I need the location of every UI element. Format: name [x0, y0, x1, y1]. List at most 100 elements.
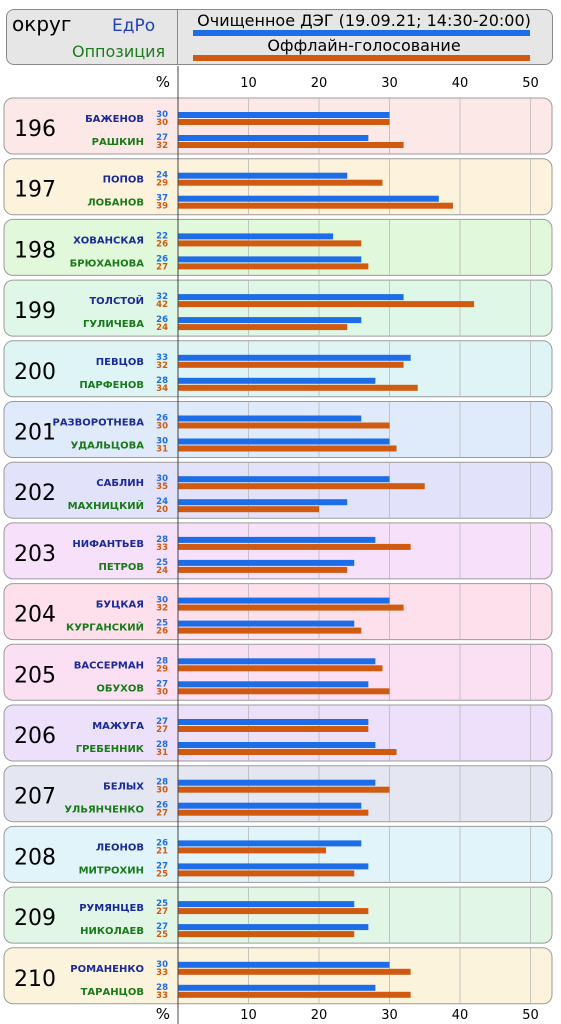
- offline-bar: [178, 991, 411, 998]
- online-value-label: 30: [156, 437, 168, 447]
- offline-value-label: 35: [156, 482, 168, 492]
- online-bar: [178, 658, 376, 665]
- online-value-label: 28: [156, 778, 168, 788]
- online-bar: [178, 172, 348, 179]
- party-label: ЕдРо: [112, 16, 156, 36]
- offline-value-label: 30: [156, 687, 168, 697]
- candidate-name: ГРЕБЕННИК: [76, 744, 145, 755]
- offline-bar: [178, 908, 369, 915]
- online-bar: [178, 317, 362, 324]
- offline-bar: [178, 688, 390, 695]
- online-bar: [178, 984, 376, 991]
- offline-bar: [178, 506, 319, 513]
- offline-value-label: 29: [156, 664, 168, 674]
- candidate-name: КУРГАНСКИЙ: [66, 621, 144, 634]
- online-bar: [178, 719, 369, 725]
- offline-bar: [178, 543, 411, 550]
- district-number: 207: [14, 785, 56, 810]
- offline-value-label: 26: [156, 239, 168, 249]
- x-tick-label-bottom: 50: [522, 1008, 539, 1023]
- online-bar: [178, 681, 369, 688]
- district-panel: [3, 340, 553, 398]
- x-tick-label-bottom: 10: [240, 1008, 257, 1023]
- online-bar: [178, 294, 404, 301]
- offline-value-label: 25: [156, 869, 168, 879]
- candidate-name: МАХНИЦКИЙ: [68, 499, 144, 512]
- offline-bar: [178, 119, 390, 125]
- district-column-label: округ: [12, 12, 72, 36]
- online-bar: [178, 377, 376, 384]
- district-panel: [3, 704, 553, 762]
- candidate-name: ВАССЕРМАН: [74, 660, 144, 671]
- x-tick-label-top: 30: [381, 76, 398, 91]
- candidate-name: УДАЛЬЦОВА: [71, 441, 145, 452]
- opposition-label: Оппозиция: [72, 42, 166, 61]
- offline-bar: [178, 240, 362, 247]
- offline-value-label: 33: [156, 968, 168, 978]
- candidate-name: ЛОБАНОВ: [87, 198, 144, 209]
- district-number: 208: [14, 845, 56, 870]
- offline-value-label: 32: [156, 141, 168, 151]
- online-bar: [178, 779, 376, 786]
- offline-value-label: 32: [156, 604, 168, 614]
- offline-value-label: 31: [156, 748, 168, 758]
- x-tick-label-top: 20: [311, 76, 328, 91]
- district-panel: [3, 643, 553, 701]
- district-panel: [3, 461, 553, 519]
- x-tick-label-top: 50: [522, 76, 539, 91]
- online-bar: [178, 354, 411, 361]
- candidate-name: РАЗВОРОТНЕВА: [52, 418, 144, 429]
- offline-value-label: 20: [156, 505, 168, 515]
- online-bar: [178, 415, 362, 422]
- online-bar: [178, 476, 390, 483]
- candidate-name: РАШКИН: [92, 137, 144, 148]
- offline-value-label: 26: [156, 627, 168, 637]
- candidate-name: ТОЛСТОЙ: [89, 294, 144, 307]
- online-bar: [178, 195, 439, 202]
- candidate-name: НИФАНТЬЕВ: [72, 539, 144, 550]
- candidate-name: БАЖЕНОВ: [85, 114, 144, 125]
- offline-value-label: 24: [156, 566, 168, 576]
- online-value-label: 26: [156, 838, 168, 848]
- offline-bar: [178, 324, 348, 331]
- offline-value-label: 32: [156, 361, 168, 371]
- district-number: 209: [14, 906, 56, 931]
- candidate-name: ЛЕОНОВ: [96, 842, 144, 853]
- candidate-name: РОМАНЕНКО: [70, 964, 144, 975]
- online-value-label: 28: [156, 983, 168, 993]
- offline-value-label: 27: [156, 262, 168, 272]
- online-value-label: 26: [156, 254, 168, 264]
- candidate-name: УЛЬЯНЧЕНКО: [64, 805, 144, 816]
- offline-value-label: 21: [156, 846, 168, 856]
- x-tick-label-top: 10: [240, 76, 257, 91]
- candidate-name: ТАРАНЦОВ: [81, 987, 144, 998]
- candidate-name: ГУЛИЧЕВА: [83, 319, 144, 330]
- online-bar: [178, 135, 369, 141]
- offline-bar: [178, 665, 383, 672]
- online-bar: [178, 438, 390, 445]
- offline-value-label: 29: [156, 179, 168, 189]
- header-divider: [177, 9, 178, 65]
- online-value-label: 30: [156, 596, 168, 606]
- offline-bar: [178, 847, 327, 854]
- online-value-label: 26: [156, 414, 168, 424]
- candidate-name: ПЕТРОВ: [99, 562, 144, 573]
- online-bar: [178, 499, 348, 506]
- online-value-label: 28: [156, 740, 168, 750]
- legend-offline-swatch: [193, 55, 530, 61]
- online-value-label: 25: [156, 899, 168, 909]
- offline-bar: [178, 627, 362, 634]
- online-value-label: 28: [156, 656, 168, 666]
- district-panel: [3, 825, 553, 883]
- district-number: 203: [14, 542, 56, 567]
- online-bar: [178, 233, 334, 240]
- online-value-label: 27: [156, 922, 168, 932]
- candidate-name: БУЦКАЯ: [96, 600, 144, 611]
